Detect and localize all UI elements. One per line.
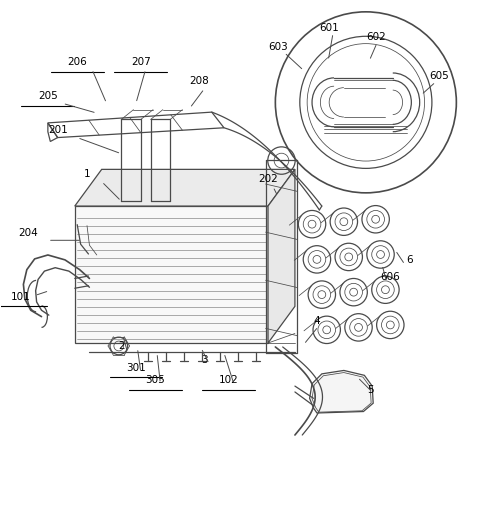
Polygon shape xyxy=(75,207,268,344)
Text: 4: 4 xyxy=(313,316,320,325)
Text: 602: 602 xyxy=(366,32,386,42)
Text: 205: 205 xyxy=(38,91,58,101)
Text: 206: 206 xyxy=(67,56,87,67)
Text: 605: 605 xyxy=(430,71,449,81)
Text: 207: 207 xyxy=(131,56,151,67)
Text: 305: 305 xyxy=(146,374,165,384)
Text: 202: 202 xyxy=(258,174,278,184)
Text: 606: 606 xyxy=(380,271,400,281)
Text: 603: 603 xyxy=(268,42,288,52)
Text: 301: 301 xyxy=(126,362,146,372)
Text: 208: 208 xyxy=(189,76,210,86)
Text: 1: 1 xyxy=(84,169,91,179)
Polygon shape xyxy=(309,371,373,413)
Polygon shape xyxy=(75,170,295,207)
Text: 102: 102 xyxy=(219,374,239,384)
Text: 101: 101 xyxy=(11,291,31,301)
Text: 5: 5 xyxy=(368,384,374,394)
Text: 201: 201 xyxy=(48,125,67,135)
Text: 204: 204 xyxy=(18,228,38,238)
Text: 2: 2 xyxy=(118,340,124,350)
Text: 3: 3 xyxy=(201,354,208,364)
Text: 6: 6 xyxy=(406,254,413,264)
Text: 601: 601 xyxy=(319,22,339,33)
Polygon shape xyxy=(268,170,295,344)
